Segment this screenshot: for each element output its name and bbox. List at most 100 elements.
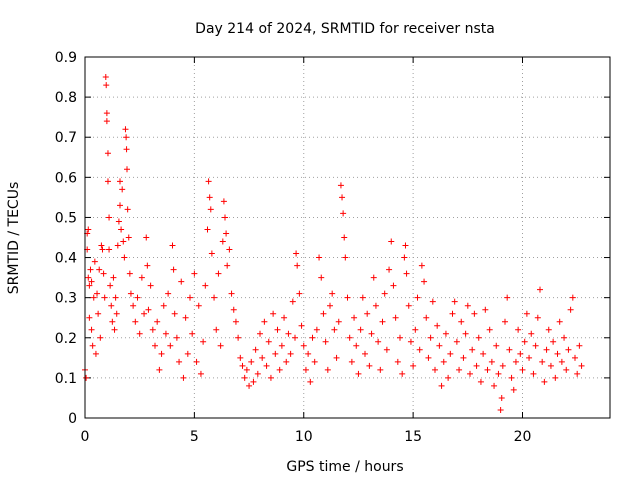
data-point bbox=[436, 342, 443, 349]
data-point bbox=[156, 366, 163, 373]
data-point bbox=[117, 202, 123, 209]
data-point bbox=[222, 214, 228, 221]
plot-frame bbox=[84, 56, 611, 419]
data-point bbox=[292, 334, 298, 341]
data-point bbox=[576, 342, 583, 349]
data-point bbox=[377, 366, 384, 373]
data-point bbox=[162, 330, 169, 337]
x-tick-label: 15 bbox=[404, 429, 422, 445]
data-point bbox=[180, 374, 187, 381]
data-point bbox=[486, 326, 493, 333]
data-point bbox=[473, 362, 480, 369]
data-point bbox=[86, 314, 93, 321]
data-point bbox=[85, 274, 92, 281]
data-point bbox=[124, 206, 131, 213]
data-point bbox=[100, 270, 107, 277]
data-point bbox=[491, 382, 498, 389]
data-point bbox=[333, 354, 340, 361]
data-point bbox=[523, 310, 530, 317]
y-tick-label: 0.2 bbox=[55, 331, 77, 347]
data-point bbox=[230, 306, 237, 313]
data-point bbox=[110, 274, 117, 281]
data-point bbox=[510, 386, 517, 393]
data-point bbox=[493, 342, 500, 349]
data-point bbox=[173, 334, 180, 341]
data-point bbox=[339, 194, 346, 201]
data-point bbox=[296, 290, 303, 297]
data-point bbox=[300, 342, 307, 349]
data-point bbox=[498, 394, 505, 401]
data-point bbox=[475, 334, 482, 341]
data-point bbox=[270, 310, 277, 317]
y-axis-label: SRMTID / TECUs bbox=[6, 182, 22, 295]
data-point bbox=[351, 314, 358, 321]
data-point bbox=[170, 266, 177, 273]
data-point bbox=[246, 382, 253, 389]
data-point bbox=[250, 378, 257, 385]
data-point bbox=[108, 302, 115, 309]
data-point bbox=[195, 302, 202, 309]
data-point bbox=[103, 118, 110, 125]
data-point bbox=[357, 326, 364, 333]
data-point bbox=[375, 338, 382, 345]
data-point bbox=[383, 346, 390, 353]
data-point bbox=[567, 306, 574, 313]
data-point bbox=[119, 186, 126, 193]
data-point bbox=[104, 178, 111, 185]
data-points bbox=[82, 74, 585, 413]
data-point bbox=[410, 362, 417, 369]
data-point bbox=[169, 242, 176, 249]
data-point bbox=[111, 326, 118, 333]
data-point bbox=[368, 330, 375, 337]
data-point bbox=[215, 270, 222, 277]
data-point bbox=[106, 246, 113, 253]
data-point bbox=[189, 330, 196, 337]
data-point bbox=[160, 302, 167, 309]
data-point bbox=[499, 362, 506, 369]
data-point bbox=[223, 230, 230, 237]
data-point bbox=[399, 370, 406, 377]
data-point bbox=[574, 370, 581, 377]
data-point bbox=[488, 358, 495, 365]
data-point bbox=[294, 262, 301, 269]
data-point bbox=[217, 342, 224, 349]
data-point bbox=[429, 298, 436, 305]
data-point bbox=[340, 210, 347, 217]
data-point bbox=[362, 350, 368, 357]
data-point bbox=[117, 178, 123, 185]
data-point bbox=[272, 350, 279, 357]
data-point bbox=[147, 282, 154, 289]
data-point bbox=[407, 338, 414, 345]
data-point bbox=[388, 238, 395, 245]
data-point bbox=[204, 226, 211, 233]
data-point bbox=[397, 334, 403, 341]
x-tick-label: 10 bbox=[295, 429, 313, 445]
data-point bbox=[337, 182, 344, 189]
data-point bbox=[344, 294, 351, 301]
data-point bbox=[390, 282, 397, 289]
data-point bbox=[550, 338, 557, 345]
data-point bbox=[126, 270, 133, 277]
data-point bbox=[165, 290, 172, 297]
data-point bbox=[440, 358, 447, 365]
data-point bbox=[537, 286, 543, 293]
data-point bbox=[425, 354, 432, 361]
data-point bbox=[324, 366, 331, 373]
data-point bbox=[464, 302, 471, 309]
data-point bbox=[307, 378, 314, 385]
data-point bbox=[144, 262, 151, 269]
data-point bbox=[447, 350, 454, 357]
data-point bbox=[313, 326, 320, 333]
data-point bbox=[442, 330, 449, 337]
y-tick-label: 0 bbox=[68, 411, 77, 427]
data-point bbox=[220, 198, 227, 205]
data-point bbox=[320, 310, 327, 317]
data-point bbox=[416, 346, 423, 353]
data-point bbox=[178, 278, 185, 285]
data-point bbox=[167, 342, 174, 349]
data-point bbox=[112, 294, 119, 301]
data-point bbox=[154, 318, 161, 325]
data-point bbox=[460, 354, 467, 361]
data-point bbox=[252, 346, 259, 353]
data-point bbox=[329, 290, 336, 297]
